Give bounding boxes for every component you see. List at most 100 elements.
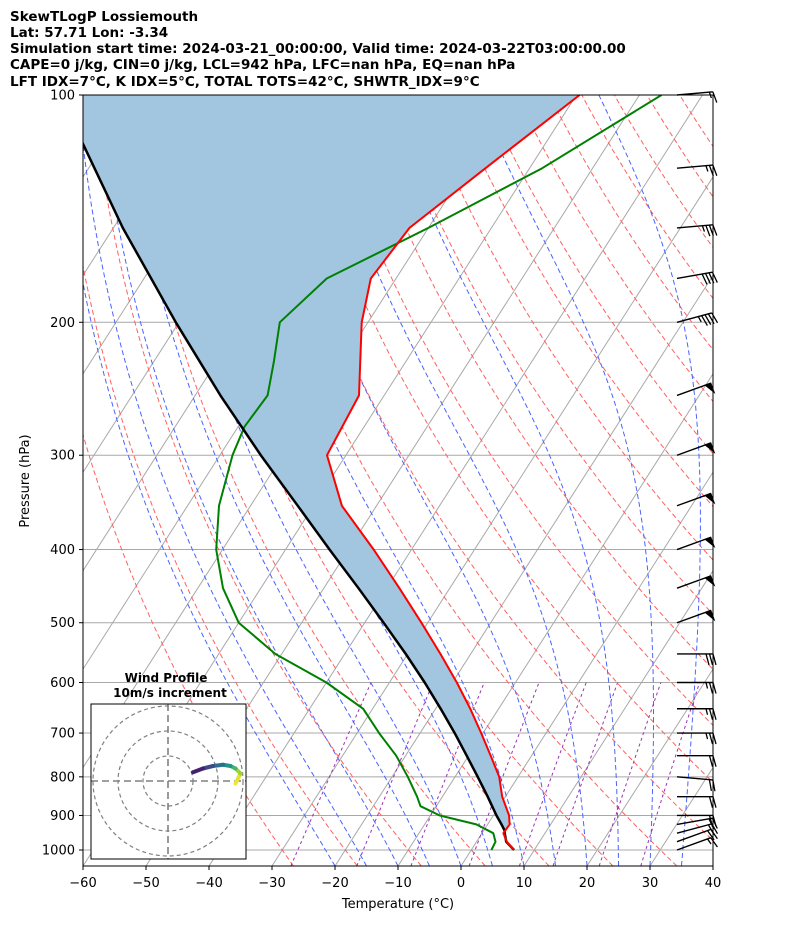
- dry-adiabat: [83, 263, 358, 866]
- moist-adiabat: [83, 138, 367, 866]
- wind-barb-staff: [676, 823, 712, 834]
- wind-barb-full: [708, 755, 714, 767]
- dry-adiabat: [255, 95, 713, 842]
- wind-barb-full: [712, 91, 718, 103]
- isotherm-line: [0, 95, 72, 866]
- y-tick-label: 1000: [42, 844, 75, 859]
- wind-barb-full: [708, 653, 714, 666]
- y-tick-label: 900: [50, 809, 75, 824]
- y-tick-label: 800: [50, 770, 75, 785]
- parcel-line: [83, 141, 516, 851]
- isotherm-line: [334, 274, 713, 866]
- wind-barb-staff: [676, 312, 712, 323]
- isotherm-line: [0, 95, 9, 866]
- wind-barbs: [676, 91, 719, 851]
- x-tick-label: 20: [579, 876, 596, 891]
- wind-barb-staff: [676, 828, 712, 843]
- wind-barb-full: [701, 273, 708, 285]
- moist-adiabat: [598, 95, 701, 866]
- wind-barb-half: [701, 225, 706, 232]
- wind-barb-staff: [676, 164, 713, 169]
- hodograph-frame: [90, 703, 247, 860]
- x-tick-label: −20: [321, 876, 348, 891]
- wind-barb-full: [704, 314, 712, 325]
- mixing-ratio-line: [290, 682, 372, 866]
- dry-adiabat: [287, 95, 713, 784]
- x-tick-label: −40: [195, 876, 222, 891]
- wind-barb-full: [712, 224, 718, 236]
- wind-barb-full: [708, 815, 714, 827]
- wind-barb-full: [710, 837, 718, 848]
- y-axis-label: Pressure (hPa): [18, 434, 33, 527]
- y-axis: 1000 900 800 700 600 500 400 300 200 100: [42, 89, 83, 859]
- hodograph-segment: [191, 766, 205, 775]
- moist-adiabat: [83, 280, 336, 866]
- dry-adiabat: [581, 95, 713, 300]
- wind-barb-half: [705, 732, 709, 740]
- x-tick-label: 40: [705, 876, 722, 891]
- wind-barb-half: [705, 165, 709, 172]
- x-tick-label: 30: [642, 876, 659, 891]
- isotherm-line: [776, 95, 794, 866]
- hodograph: [91, 704, 246, 859]
- dry-adiabat: [548, 95, 713, 351]
- mixing-ratio-line: [598, 682, 662, 866]
- moist-adiabat: [178, 95, 493, 866]
- wind-barb-staff: [676, 224, 713, 229]
- inset-subtitle: 10m/s increment: [113, 686, 227, 700]
- chart-title: SkewTLogP Lossiemouth: [10, 9, 198, 25]
- wind-barb-full: [701, 315, 708, 326]
- moist-adiabat: [98, 95, 399, 866]
- wind-barb-half: [707, 838, 712, 845]
- index-line: LFT IDX=7°C, K IDX=5°C, TOTAL TOTS=42°C,…: [10, 74, 480, 90]
- isotherm-line: [460, 471, 713, 866]
- mixing-ratio-line: [356, 682, 434, 866]
- isotherm-line: [271, 176, 713, 866]
- x-tick-label: 10: [516, 876, 533, 891]
- wind-barb-full: [708, 708, 714, 720]
- moist-adiabat: [383, 95, 619, 866]
- wind-barb-staff: [676, 837, 712, 851]
- dry-adiabat: [222, 95, 678, 866]
- time-line: Simulation start time: 2024-03-21_00:00:…: [10, 41, 626, 57]
- wind-barb-half: [705, 682, 709, 689]
- mixing-ratio-line: [640, 682, 701, 866]
- dry-adiabat: [320, 95, 713, 726]
- x-axis: −60 −50 −40 −30 −20 −10 0 10 20 30 40: [69, 866, 721, 891]
- wind-barb-full: [712, 164, 718, 176]
- isotherm-line: [586, 668, 713, 866]
- temperature-line: [326, 95, 581, 851]
- dry-adiabat: [613, 95, 713, 249]
- mixing-ratio-line: [410, 682, 485, 866]
- wind-barb-staff: [676, 91, 713, 96]
- dry-adiabat: [418, 95, 713, 561]
- wind-barb-full: [704, 273, 712, 285]
- location-line: Lat: 57.71 Lon: -3.34: [10, 25, 168, 41]
- wind-barb-full: [705, 653, 710, 666]
- wind-barb-staff: [676, 776, 713, 781]
- x-tick-label: −60: [69, 876, 96, 891]
- dry-adiabat: [483, 95, 713, 455]
- y-tick-label: 400: [50, 543, 75, 558]
- inset-title: Wind Profile: [125, 671, 208, 685]
- wind-barb: [677, 681, 717, 694]
- wind-barb-half: [705, 708, 709, 715]
- y-tick-label: 700: [50, 727, 75, 742]
- wind-barb-full: [708, 682, 714, 694]
- moist-adiabat: [258, 95, 556, 866]
- moist-adiabat: [122, 95, 430, 866]
- isotherm-line: [712, 865, 713, 866]
- cape-line: CAPE=0 j/kg, CIN=0 j/kg, LCL=942 hPa, LF…: [10, 57, 515, 73]
- dry-adiabat: [385, 95, 713, 615]
- wind-barb-full: [708, 732, 714, 745]
- profile-series: [83, 95, 663, 851]
- y-tick-label: 600: [50, 676, 75, 691]
- wind-barb-full: [708, 796, 714, 808]
- x-tick-label: −50: [132, 876, 159, 891]
- y-tick-label: 100: [50, 89, 75, 104]
- wind-barb: [676, 837, 718, 851]
- dewpoint-line: [215, 95, 663, 851]
- mixing-ratio-line: [518, 682, 587, 866]
- x-axis-label: Temperature (°C): [341, 897, 454, 912]
